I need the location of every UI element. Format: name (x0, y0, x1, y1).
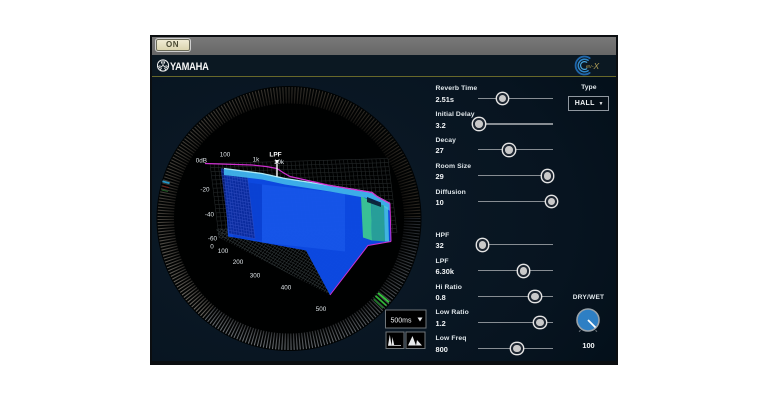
svg-text:300: 300 (250, 272, 261, 279)
svg-text:-40: -40 (205, 211, 215, 218)
svg-text:200: 200 (233, 259, 244, 266)
svg-text:10k: 10k (274, 159, 285, 166)
svg-text:0: 0 (210, 243, 214, 250)
svg-text:LPF: LPF (269, 151, 281, 158)
svg-text:100: 100 (218, 248, 229, 255)
svg-text:-20: -20 (200, 186, 210, 193)
svg-text:100: 100 (220, 151, 231, 158)
svg-text:ev-: ev- (586, 63, 594, 69)
svg-text:400: 400 (281, 284, 292, 291)
svg-text:0dB: 0dB (196, 157, 207, 164)
svg-text:-60: -60 (208, 235, 218, 242)
svg-text:500: 500 (316, 306, 327, 313)
svg-text:YAMAHA: YAMAHA (170, 61, 209, 72)
svg-text:1k: 1k (253, 156, 261, 163)
svg-text:X: X (593, 60, 600, 70)
svg-text:500ms: 500ms (391, 317, 413, 324)
